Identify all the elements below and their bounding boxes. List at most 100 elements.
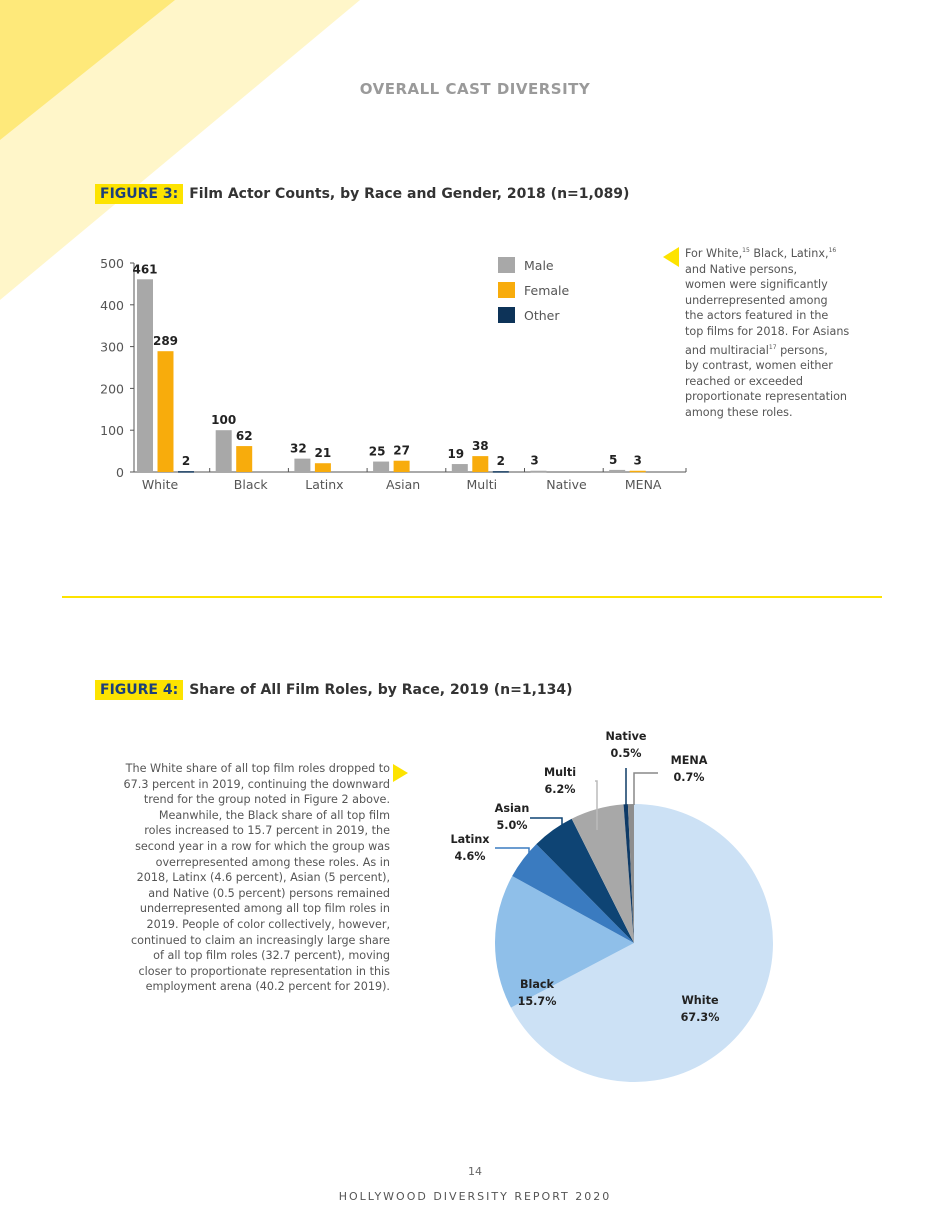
slice-value: 15.7%: [518, 995, 557, 1008]
pie-slice-mena: [627, 804, 634, 943]
data-label: 21: [315, 446, 332, 460]
note-line: The White share of all top film roles dr…: [125, 762, 390, 775]
y-tick-label: 300: [100, 340, 124, 355]
pie-slice-white: [510, 804, 773, 1082]
slice-label: White: [681, 994, 718, 1007]
data-label: 100: [211, 413, 236, 427]
note-text: For White,: [685, 247, 743, 260]
x-tick-label: Asian: [386, 477, 420, 492]
pie-slice-native: [623, 804, 634, 943]
pointer-right-icon: [393, 764, 408, 782]
figure3-note: For White,15 Black, Latinx,16 and Native …: [685, 243, 849, 421]
note-line: women were significantly: [685, 277, 849, 293]
figure3-heading: FIGURE 3: Film Actor Counts, by Race and …: [95, 184, 629, 204]
x-tick-label: Black: [234, 477, 269, 492]
slice-label: Asian: [495, 802, 530, 815]
note-line: underrepresented among all top film role…: [139, 902, 390, 916]
y-tick-label: 100: [100, 423, 124, 438]
bar-other-multi: [492, 471, 509, 473]
pie-slice-multi: [571, 804, 634, 943]
note-line: employment arena (40.2 percent for 2019)…: [145, 980, 390, 994]
slice-label: Black: [520, 978, 555, 991]
x-tick-label: Multi: [467, 477, 498, 492]
x-tick-label: Native: [546, 477, 587, 492]
bar-male-native: [530, 470, 547, 473]
bar-female-black: [236, 446, 253, 472]
slice-label: MENA: [671, 754, 708, 767]
note-line: For White,15 Black, Latinx,16: [685, 243, 849, 262]
slice-label: Native: [606, 730, 647, 743]
note-text: persons,: [776, 343, 828, 357]
bar-other-white: [178, 471, 194, 473]
note-line: proportionate representation: [685, 389, 849, 405]
figure4-tag: FIGURE 4:: [95, 680, 184, 700]
note-text: top films for 2018. For Asians: [685, 324, 850, 338]
bar-female-asian: [393, 460, 410, 472]
legend-label: Male: [524, 258, 554, 273]
pie-slice-asian: [536, 818, 634, 943]
note-line: and multiracial17 persons,: [685, 340, 849, 359]
note-line: top films for 2018. For Asians: [685, 324, 849, 340]
legend-label: Female: [524, 283, 570, 298]
note-line: and Native persons,: [685, 262, 849, 278]
leader-line: [495, 847, 530, 857]
note-text: women were significantly: [685, 278, 828, 292]
y-tick-label: 0: [116, 465, 124, 480]
note-line: 2018, Latinx (4.6 percent), Asian (5 per…: [136, 871, 390, 885]
data-label: 25: [369, 445, 386, 459]
leader-line: [633, 772, 658, 805]
bar-female-white: [157, 351, 174, 472]
leader-line: [595, 780, 598, 830]
bar-male-asian: [373, 461, 390, 472]
data-label: 32: [290, 442, 307, 456]
note-line: of all top film roles (32.7 percent), mo…: [153, 949, 390, 963]
note-line: underrepresented among: [685, 293, 849, 309]
bar-male-white: [137, 279, 153, 472]
legend-swatch-female: [498, 282, 515, 298]
note-text: by contrast, women either: [685, 359, 833, 373]
note-text: the actors featured in the: [685, 309, 829, 323]
figure4-title: Share of All Film Roles, by Race, 2019 (…: [189, 682, 573, 698]
footnote-ref: 16: [828, 247, 837, 254]
bar-male-black: [215, 430, 232, 472]
note-line: 2019. People of color collectively, howe…: [146, 917, 390, 931]
note-line: Meanwhile, the Black share of all top fi…: [158, 808, 390, 822]
legend-label: Other: [524, 308, 560, 323]
figure4-heading: FIGURE 4: Share of All Film Roles, by Rac…: [95, 680, 573, 700]
section-divider: [62, 596, 882, 598]
data-label: 2: [182, 454, 190, 468]
y-tick-label: 500: [100, 256, 124, 271]
pie-chart: White 67.3% Black 15.7% Latinx 4.6% Asian 5.0% M…: [450, 730, 773, 1082]
slice-value: 0.7%: [673, 771, 704, 784]
note-line: reached or exceeded: [685, 374, 849, 390]
slice-value: 4.6%: [454, 850, 485, 863]
bar-male-latinx: [294, 458, 311, 472]
note-line: the actors featured in the: [685, 308, 849, 324]
note-text: among these roles.: [685, 405, 793, 419]
slice-label: Latinx: [450, 833, 490, 846]
footnote-ref: 17: [768, 343, 777, 351]
data-label: 19: [447, 447, 464, 461]
footnote-ref: 15: [742, 247, 750, 254]
slice-value: 67.3%: [681, 1011, 720, 1024]
note-text: Black, Latinx,: [749, 247, 829, 260]
data-label: 2: [497, 454, 505, 468]
legend-swatch-male: [498, 257, 515, 273]
slice-value: 6.2%: [544, 783, 575, 796]
data-label: 5: [609, 453, 617, 467]
x-tick-label: MENA: [625, 477, 662, 492]
data-label: 289: [153, 334, 178, 348]
note-line: second year in a row for which the group…: [135, 839, 390, 853]
pie-slice-latinx: [512, 844, 634, 943]
data-label: 461: [132, 262, 157, 276]
figure4-note: The White share of all top film roles dr…: [124, 761, 390, 995]
data-label: 62: [236, 429, 253, 443]
data-label: 38: [472, 439, 489, 453]
note-line: roles increased to 15.7 percent in 2019,…: [144, 824, 390, 838]
y-tick-label: 200: [100, 381, 124, 396]
bar-female-latinx: [314, 463, 331, 472]
note-line: among these roles.: [685, 405, 849, 421]
bar-female-mena: [629, 470, 646, 473]
leader-line: [530, 817, 563, 826]
